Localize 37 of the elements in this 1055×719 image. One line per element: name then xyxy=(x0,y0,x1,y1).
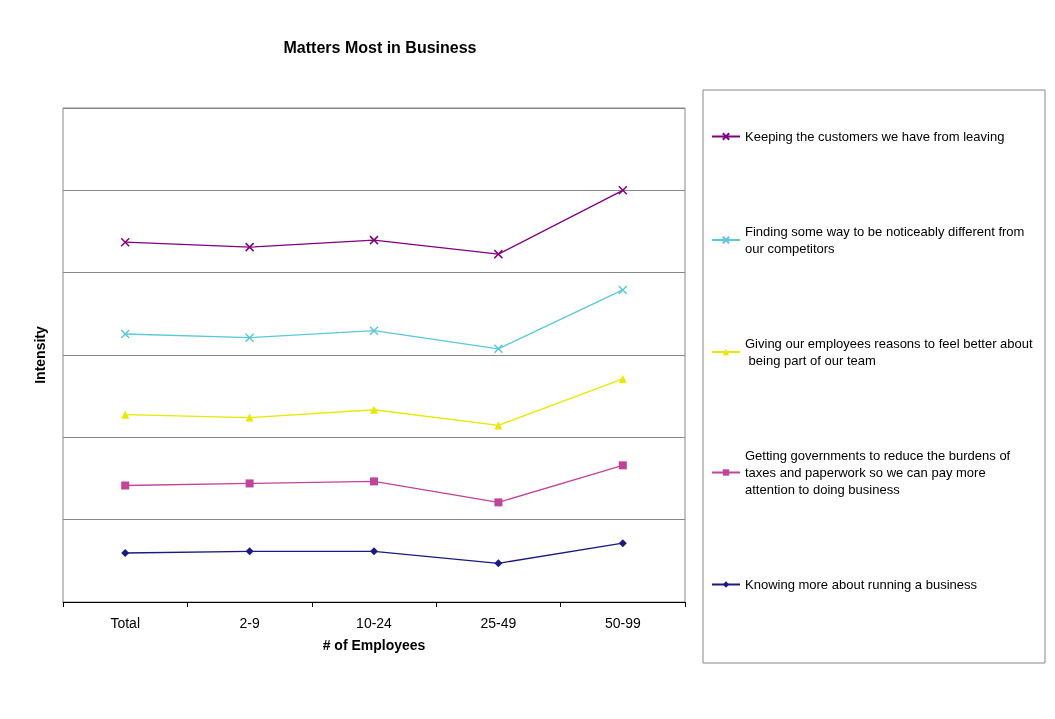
point xyxy=(618,539,627,548)
x-axis-title: # of Employees xyxy=(322,637,426,653)
point xyxy=(121,410,130,419)
legend-label: Keeping the customers we have from leaving xyxy=(745,129,1005,144)
point xyxy=(245,547,254,556)
x-tick-label: 2-9 xyxy=(239,615,260,631)
point xyxy=(244,332,255,343)
point xyxy=(370,547,378,556)
point xyxy=(618,185,628,196)
point xyxy=(121,481,130,490)
point xyxy=(120,329,130,339)
point xyxy=(369,235,379,245)
point xyxy=(618,285,628,295)
point xyxy=(369,325,379,336)
point xyxy=(494,498,503,507)
point xyxy=(245,413,254,422)
point xyxy=(493,249,504,259)
point xyxy=(494,559,503,568)
point xyxy=(618,461,627,470)
point xyxy=(245,479,254,488)
legend-label: Finding some way to be noticeably different from our competitors xyxy=(745,224,1029,256)
x-tick-label: Total xyxy=(110,615,140,631)
x-tick-label: 25-49 xyxy=(480,615,517,631)
legend-label: Giving our employees reasons to feel better about being part of our team xyxy=(745,336,1033,368)
legend-label: Getting governments to reduce the burdens of taxes and paperwork so we can pay more attention to doing business xyxy=(745,448,1014,497)
point xyxy=(493,344,504,354)
point xyxy=(370,405,378,414)
y-axis-title: Intensity xyxy=(32,326,48,384)
point xyxy=(618,374,627,383)
legend-label: Knowing more about running a business xyxy=(745,577,978,592)
point xyxy=(370,477,378,486)
point xyxy=(121,549,130,558)
x-tick-label: 50-99 xyxy=(604,615,641,631)
chart-title: Matters Most in Business xyxy=(283,38,477,56)
point xyxy=(244,242,255,252)
x-tick-label: 10-24 xyxy=(356,615,393,631)
point xyxy=(120,237,130,247)
